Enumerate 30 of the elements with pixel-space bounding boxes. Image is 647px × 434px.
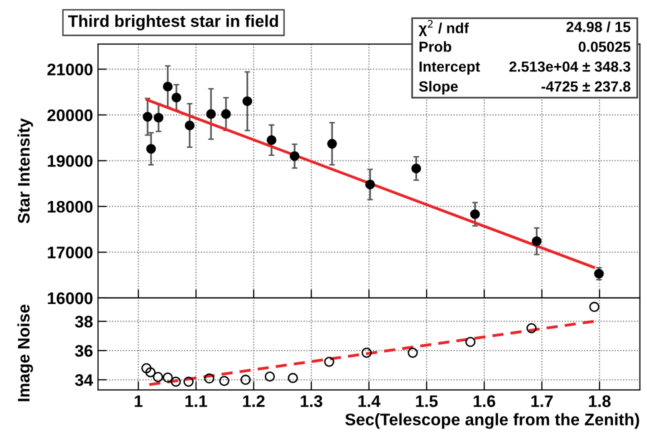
y-tick-label: 36 [75, 344, 93, 357]
y-tick-label: 19000 [48, 155, 92, 167]
x-tick-label: 1.7 [531, 395, 553, 407]
annotation: Prob [420, 41, 452, 52]
y-axis-title: Image Noise [17, 304, 33, 402]
chart-title: Third brightest star in field [68, 14, 278, 30]
y-tick-label: 38 [75, 316, 93, 328]
x-tick-label: 1.8 [589, 395, 611, 408]
y-tick-label: 20000 [47, 109, 92, 122]
y-tick-label: 21000 [47, 64, 92, 76]
y-axis-title: Star Intensity [17, 118, 33, 224]
y-tick-label: 16000 [48, 292, 92, 304]
x-axis-title: Sec(Telescope angle from the Zenith) [345, 413, 640, 429]
annotation: -4725 ± 237.8 [542, 81, 630, 92]
y-tick-label: 34 [75, 374, 94, 386]
annotation: 0.05025 [578, 42, 630, 52]
text: χ$^{2}$ / ndf [418, 20, 469, 36]
annotation: 2.513e+04 ± 348.3 [509, 61, 630, 72]
x-tick-label: 1.1 [185, 395, 208, 407]
x-tick-label: 1.2 [243, 395, 265, 407]
y-tick-label: 17000 [48, 246, 92, 258]
y-tick-label: 18000 [48, 200, 92, 213]
x-tick-label: 1.3 [300, 395, 322, 408]
x-tick-label: 1.5 [416, 395, 438, 408]
annotation: Intercept [420, 62, 480, 75]
x-tick-label: 1 [134, 395, 143, 407]
x-tick-label: 1.4 [358, 395, 380, 407]
x-tick-label: 1.6 [474, 395, 496, 408]
annotation: Slope [419, 80, 458, 95]
text: 24.98 / 15 [566, 21, 630, 32]
